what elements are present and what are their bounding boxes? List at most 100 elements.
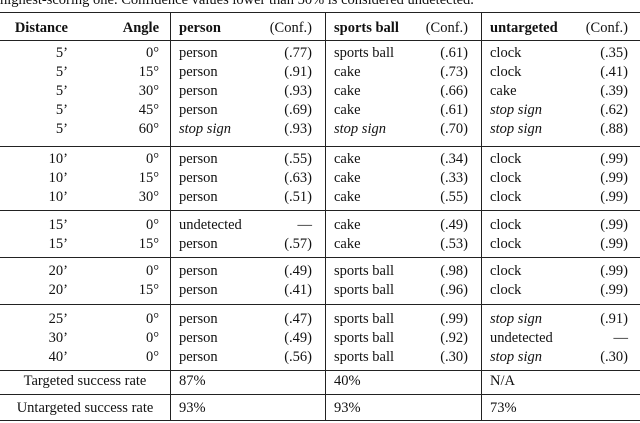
rule xyxy=(0,370,640,371)
cell: 0° xyxy=(145,349,159,365)
cell: person xyxy=(179,102,218,118)
cell: 0° xyxy=(145,151,159,167)
cell: (.41) xyxy=(284,282,312,298)
cell: 0° xyxy=(145,311,159,327)
rule xyxy=(0,146,640,147)
summary-cell: Targeted success rate xyxy=(23,373,147,389)
rule xyxy=(0,304,640,305)
cell: stop sign xyxy=(490,121,542,137)
column-rule xyxy=(325,12,326,421)
cell: (.63) xyxy=(284,170,312,186)
cell: clock xyxy=(490,189,522,205)
cell: (.69) xyxy=(284,102,312,118)
cell: 5’ xyxy=(55,83,68,99)
cell: (.51) xyxy=(284,189,312,205)
cell: (.99) xyxy=(600,236,628,252)
cell: (.99) xyxy=(600,151,628,167)
cell: 25’ xyxy=(48,311,68,327)
cell: (.99) xyxy=(600,282,628,298)
header-cell: (Conf.) xyxy=(269,20,312,36)
cell: 15’ xyxy=(48,217,68,233)
summary-cell: 73% xyxy=(490,400,517,416)
cell: sports ball xyxy=(334,263,395,279)
cell: 5’ xyxy=(55,102,68,118)
cell: 5’ xyxy=(55,64,68,80)
cell: (.73) xyxy=(440,64,468,80)
cell: person xyxy=(179,151,218,167)
cell: 10’ xyxy=(48,151,68,167)
cell: undetected xyxy=(490,330,553,346)
column-rule xyxy=(481,12,482,421)
cell: clock xyxy=(490,170,522,186)
cell: 30° xyxy=(138,189,159,205)
cell: (.66) xyxy=(440,83,468,99)
cell: stop sign xyxy=(490,311,542,327)
header-cell: (Conf.) xyxy=(585,20,628,36)
cell: (.77) xyxy=(284,45,312,61)
header-cell: person xyxy=(179,20,221,36)
cell: (.30) xyxy=(440,349,468,365)
cell: (.41) xyxy=(600,64,628,80)
cell: 5’ xyxy=(55,45,68,61)
cell: cake xyxy=(490,83,517,99)
cell: person xyxy=(179,349,218,365)
cell: clock xyxy=(490,64,522,80)
cell: clock xyxy=(490,151,522,167)
column-rule xyxy=(170,12,171,421)
cell: 15° xyxy=(138,64,159,80)
cell: clock xyxy=(490,282,522,298)
cell: person xyxy=(179,311,218,327)
cell: (.99) xyxy=(600,170,628,186)
cell: (.92) xyxy=(440,330,468,346)
cell: person xyxy=(179,263,218,279)
cell: 40’ xyxy=(48,349,68,365)
cell: 15° xyxy=(138,282,159,298)
rule xyxy=(0,257,640,258)
summary-cell: N/A xyxy=(490,373,515,389)
cell: (.30) xyxy=(600,349,628,365)
cell: (.49) xyxy=(440,217,468,233)
cell: 30° xyxy=(138,83,159,99)
summary-cell: 93% xyxy=(334,400,361,416)
cell: (.34) xyxy=(440,151,468,167)
cell: stop sign xyxy=(490,102,542,118)
cell: 15° xyxy=(138,170,159,186)
cell: 0° xyxy=(145,263,159,279)
cell: cake xyxy=(334,236,361,252)
cell: sports ball xyxy=(334,349,395,365)
cell: person xyxy=(179,45,218,61)
cell: (.61) xyxy=(440,102,468,118)
cell: (.55) xyxy=(440,189,468,205)
cell: clock xyxy=(490,236,522,252)
cell: (.33) xyxy=(440,170,468,186)
cell: cake xyxy=(334,217,361,233)
cell: cake xyxy=(334,170,361,186)
rule xyxy=(0,210,640,211)
cell: (.55) xyxy=(284,151,312,167)
summary-cell: 93% xyxy=(179,400,206,416)
cell: (.96) xyxy=(440,282,468,298)
cell: cake xyxy=(334,102,361,118)
cell: (.99) xyxy=(600,217,628,233)
cell: stop sign xyxy=(179,121,231,137)
cell: — xyxy=(297,217,313,233)
cell: 0° xyxy=(145,330,159,346)
cell: (.91) xyxy=(284,64,312,80)
cell: person xyxy=(179,282,218,298)
cell: stop sign xyxy=(490,349,542,365)
cell: (.91) xyxy=(600,311,628,327)
cell: (.49) xyxy=(284,330,312,346)
cell: clock xyxy=(490,45,522,61)
cell: stop sign xyxy=(334,121,386,137)
cell: 0° xyxy=(145,217,159,233)
cell: sports ball xyxy=(334,330,395,346)
header-cell: sports ball xyxy=(334,20,399,36)
cell: (.99) xyxy=(600,263,628,279)
cell: (.39) xyxy=(600,83,628,99)
cell: (.61) xyxy=(440,45,468,61)
cell: 20’ xyxy=(48,263,68,279)
cell: person xyxy=(179,64,218,80)
cell: (.93) xyxy=(284,121,312,137)
cell: person xyxy=(179,330,218,346)
